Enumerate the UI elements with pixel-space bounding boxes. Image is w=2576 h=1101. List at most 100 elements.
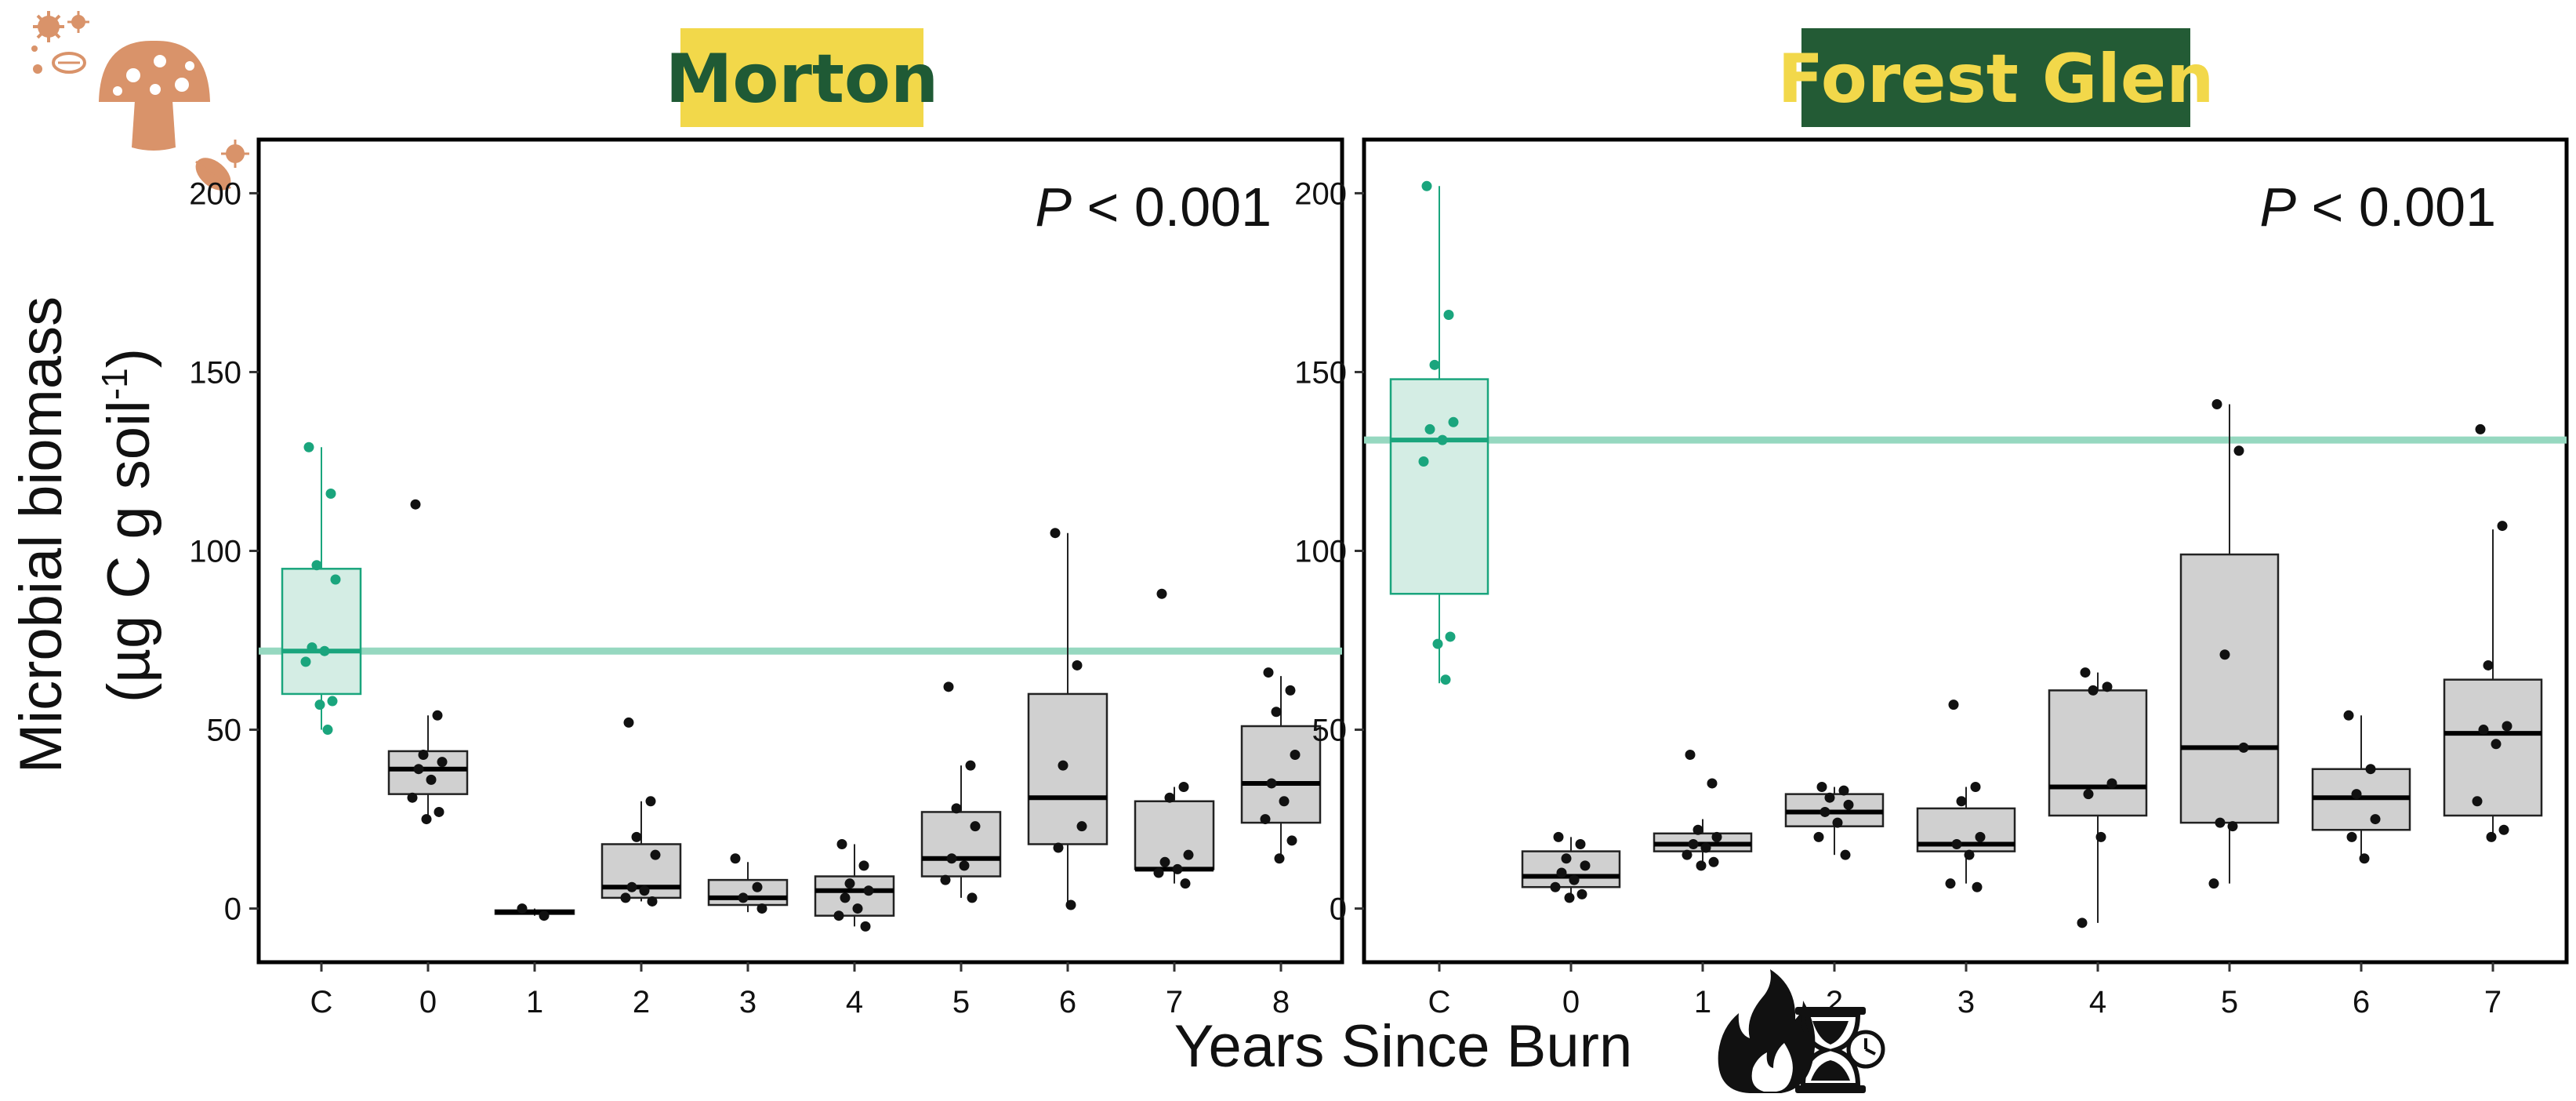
- panel-morton: 0 50 100 150 200 C 0 1 2 3 4 5 6 7 8 P < 0.001: [189, 137, 1344, 1019]
- data-point: [1440, 674, 1451, 685]
- data-point: [2472, 796, 2483, 807]
- data-point: [2106, 778, 2117, 789]
- panel-title-forest-glen: Forest Glen: [1778, 40, 2215, 118]
- data-point: [2080, 667, 2091, 678]
- data-point: [738, 892, 749, 903]
- data-point: [2233, 445, 2244, 456]
- x-tick-label: 3: [1957, 985, 1975, 1019]
- data-point: [421, 814, 432, 825]
- data-point: [1553, 831, 1564, 842]
- data-point: [970, 821, 981, 832]
- data-point: [1816, 782, 1827, 793]
- data-point: [517, 903, 528, 914]
- data-point: [2088, 685, 2099, 696]
- data-point: [1556, 867, 1567, 878]
- data-point: [2346, 831, 2357, 842]
- data-point: [1286, 835, 1297, 846]
- data-point: [1076, 821, 1087, 832]
- data-point: [647, 896, 658, 907]
- data-point: [645, 796, 656, 807]
- data-point: [2077, 918, 2088, 928]
- x-tick-label: 2: [633, 985, 650, 1019]
- flame-icon: [1718, 969, 1816, 1093]
- data-point: [2208, 878, 2219, 889]
- data-point: [1180, 878, 1191, 889]
- data-point: [943, 681, 954, 692]
- y-tick-label: 150: [189, 355, 241, 390]
- x-tick-label: 6: [2353, 985, 2370, 1019]
- data-point: [1183, 849, 1194, 860]
- data-point: [2227, 821, 2238, 832]
- data-point: [1843, 799, 1854, 810]
- data-point: [2343, 710, 2354, 721]
- data-point: [2478, 725, 2489, 736]
- box: [707, 878, 789, 907]
- y-tick-label: 150: [1294, 355, 1347, 390]
- panel-title-bg-morton: [680, 28, 923, 127]
- data-point: [1429, 359, 1440, 370]
- x-tick-label: 3: [739, 985, 756, 1019]
- data-point: [2219, 649, 2230, 660]
- x-tick-label: 5: [2221, 985, 2238, 1019]
- data-point: [1050, 528, 1061, 539]
- data-point: [1700, 842, 1711, 853]
- data-point: [327, 696, 338, 707]
- svg-text:Microbial biomass: Microbial biomass: [8, 296, 74, 773]
- data-point: [2497, 521, 2508, 532]
- y-tick-label: 50: [207, 714, 242, 748]
- data-point: [840, 892, 851, 903]
- data-point: [1688, 838, 1699, 849]
- data-point: [434, 806, 444, 817]
- data-point: [1970, 782, 1981, 793]
- data-point: [650, 849, 661, 860]
- data-point: [1274, 853, 1285, 864]
- data-point: [1580, 860, 1591, 871]
- data-point: [752, 881, 763, 892]
- y-tick-label: 50: [1312, 714, 1348, 748]
- data-point: [1285, 685, 1296, 696]
- data-point: [1072, 660, 1083, 670]
- data-point: [1266, 778, 1277, 789]
- data-point: [1443, 309, 1454, 320]
- data-point: [940, 874, 951, 885]
- data-point: [863, 885, 874, 896]
- data-point: [858, 860, 869, 871]
- data-point: [1058, 760, 1068, 771]
- data-point: [620, 892, 631, 903]
- data-point: [2491, 739, 2502, 750]
- data-point: [539, 910, 550, 921]
- data-point: [631, 831, 642, 842]
- y-tick-label: 200: [189, 176, 241, 211]
- data-point: [1951, 838, 1962, 849]
- y-tick-label: 0: [224, 892, 241, 927]
- data-point: [756, 903, 767, 914]
- data-point: [1421, 180, 1432, 191]
- x-tick-label: 0: [1562, 985, 1580, 1019]
- data-point: [1711, 831, 1722, 842]
- x-tick-label: 7: [1166, 985, 1183, 1019]
- data-point: [1445, 631, 1456, 642]
- data-point: [1972, 881, 1983, 892]
- data-point: [2095, 831, 2106, 842]
- data-point: [311, 560, 322, 571]
- data-point: [1065, 899, 1076, 910]
- data-point: [2215, 817, 2226, 828]
- y-axis-title-units: (µg C g soil-1): [94, 348, 162, 703]
- data-point: [1437, 434, 1448, 445]
- svg-text:(µg C g soil-1): (µg C g soil-1): [94, 348, 162, 703]
- data-point: [2370, 814, 2381, 825]
- data-point: [1164, 792, 1175, 803]
- data-point: [2502, 721, 2513, 732]
- data-point: [2475, 423, 2486, 434]
- data-point: [1945, 878, 1956, 889]
- data-point: [426, 774, 437, 785]
- data-point: [1432, 638, 1443, 649]
- data-point: [1156, 588, 1167, 599]
- data-point: [2083, 789, 2094, 800]
- data-point: [1975, 831, 1986, 842]
- data-point: [844, 878, 855, 889]
- x-tick-label: 4: [846, 985, 863, 1019]
- data-point: [307, 642, 317, 653]
- panel-title-morton: Morton: [666, 40, 939, 118]
